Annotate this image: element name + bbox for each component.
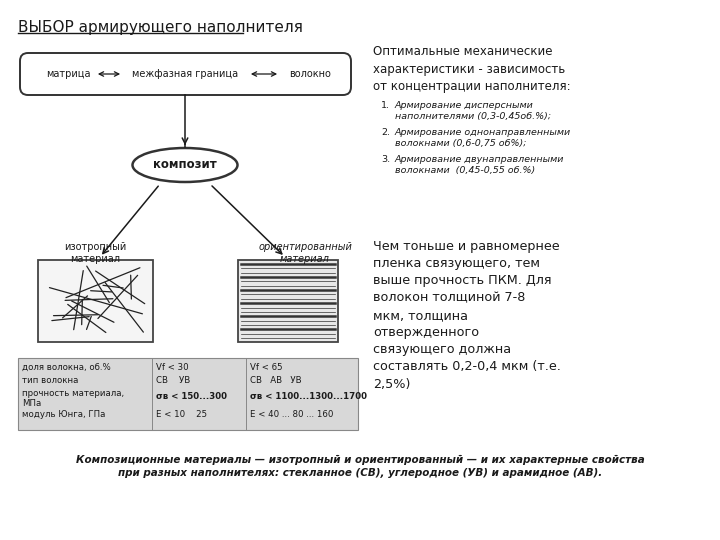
Text: изотропный
материал: изотропный материал: [64, 242, 126, 264]
Text: Vf < 65: Vf < 65: [250, 363, 283, 372]
Text: матрица: матрица: [46, 69, 90, 79]
Bar: [238, 260, 338, 342]
Text: МПа: МПа: [22, 399, 41, 408]
Text: доля волокна, об.%: доля волокна, об.%: [22, 363, 111, 372]
Text: 3.: 3.: [381, 155, 390, 164]
Text: σв < 150...300: σв < 150...300: [156, 392, 227, 401]
Text: прочность материала,: прочность материала,: [22, 389, 124, 398]
Text: межфазная граница: межфазная граница: [132, 69, 238, 79]
Text: СВ   АВ   УВ: СВ АВ УВ: [250, 376, 302, 385]
Text: волокно: волокно: [289, 69, 331, 79]
Text: композит: композит: [153, 159, 217, 172]
Text: σв < 1100...1300...1700: σв < 1100...1300...1700: [250, 392, 367, 401]
Text: Композиционные материалы — изотропный и ориентированный — и их характерные свойс: Композиционные материалы — изотропный и …: [76, 455, 644, 465]
Text: 2.: 2.: [381, 128, 390, 137]
Text: ориентированный
материал: ориентированный материал: [258, 242, 352, 264]
Bar: [18, 358, 358, 430]
Text: Армирование однонаправленными
волокнами (0,6-0,75 об%);: Армирование однонаправленными волокнами …: [395, 128, 571, 148]
Text: СВ    УВ: СВ УВ: [156, 376, 190, 385]
Bar: [38, 260, 153, 342]
Text: Чем тоньше и равномернее
пленка связующего, тем
выше прочность ПКМ. Для
волокон : Чем тоньше и равномернее пленка связующе…: [373, 240, 561, 390]
Text: E < 10    25: E < 10 25: [156, 410, 207, 419]
Text: модуль Юнга, ГПа: модуль Юнга, ГПа: [22, 410, 105, 419]
Text: Vf < 30: Vf < 30: [156, 363, 189, 372]
Text: 1.: 1.: [381, 101, 390, 110]
Text: ВЫБОР армирующего наполнителя: ВЫБОР армирующего наполнителя: [18, 20, 303, 35]
Text: при разных наполнителях: стекланное (СВ), углеродное (УВ) и арамидное (АВ).: при разных наполнителях: стекланное (СВ)…: [118, 468, 602, 478]
Text: Армирование дисперсными
наполнителями (0,3-0,45об.%);: Армирование дисперсными наполнителями (0…: [395, 101, 551, 122]
Text: Оптимальные механические
характеристики - зависимость
от концентрации наполнител: Оптимальные механические характеристики …: [373, 45, 571, 93]
Text: E < 40 ... 80 ... 160: E < 40 ... 80 ... 160: [250, 410, 333, 419]
Text: тип волокна: тип волокна: [22, 376, 78, 385]
Text: Армирование двунаправленными
волокнами  (0,45-0,55 об.%): Армирование двунаправленными волокнами (…: [395, 155, 564, 176]
